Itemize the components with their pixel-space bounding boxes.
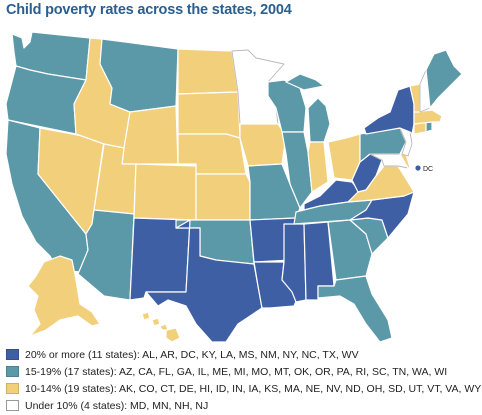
legend-label-high: 20% or more (11 states): AL, AR, DC, KY,… (25, 348, 359, 361)
legend-swatch-high (6, 349, 19, 360)
state-sd[interactable] (177, 91, 241, 139)
legend-swatch-under (6, 400, 19, 411)
state-co[interactable] (133, 163, 197, 221)
state-ak[interactable] (27, 255, 101, 337)
state-nd[interactable] (177, 48, 239, 95)
legend-label-low: 10-14% (19 states): AK, CO, CT, DE, HI, … (25, 382, 482, 395)
state-nm[interactable] (129, 217, 191, 301)
state-ma[interactable] (413, 109, 443, 125)
state-me[interactable] (425, 49, 463, 109)
state-hi[interactable] (141, 311, 181, 343)
legend-swatch-mid (6, 366, 19, 377)
legend-label-mid: 15-19% (17 states): AZ, CA, FL, GA, IL, … (25, 365, 448, 378)
dc-label: DC (423, 166, 433, 173)
map-title: Child poverty rates across the states, 2… (6, 2, 292, 18)
state-ks[interactable] (195, 173, 251, 221)
state-vt[interactable] (409, 83, 421, 113)
state-in[interactable] (307, 141, 329, 193)
state-ny[interactable] (363, 85, 415, 135)
state-va[interactable] (347, 165, 415, 203)
state-wy[interactable] (121, 105, 179, 165)
state-il[interactable] (281, 131, 313, 209)
state-mt[interactable] (99, 38, 179, 113)
legend-item-mid: 15-19% (17 states): AZ, CA, FL, GA, IL, … (6, 363, 480, 380)
legend-label-under: Under 10% (4 states): MD, MN, NH, NJ (25, 399, 209, 412)
state-fl[interactable] (317, 275, 393, 343)
state-tx[interactable] (145, 219, 263, 343)
legend-swatch-low (6, 383, 19, 394)
legend-item-high: 20% or more (11 states): AL, AR, DC, KY,… (6, 346, 480, 363)
legend-item-low: 10-14% (19 states): AK, CO, CT, DE, HI, … (6, 380, 482, 397)
legend: 20% or more (11 states): AL, AR, DC, KY,… (6, 346, 482, 414)
state-ia[interactable] (239, 123, 287, 167)
us-choropleth-map: DC (5, 31, 463, 343)
state-dc[interactable] (415, 165, 421, 171)
legend-item-under: Under 10% (4 states): MD, MN, NH, NJ (6, 397, 480, 414)
state-ri[interactable] (425, 121, 433, 133)
